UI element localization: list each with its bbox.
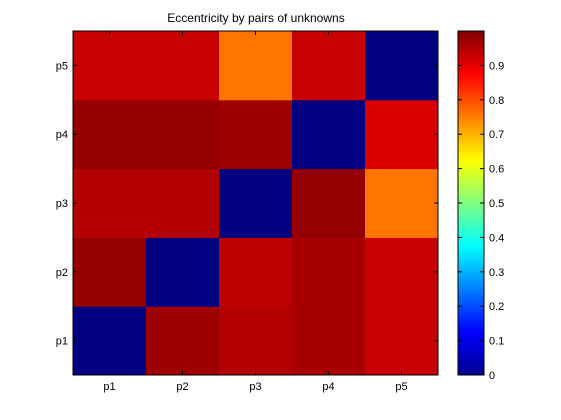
- heatmap-cell-p4-p3: [219, 100, 293, 169]
- x-tick-label: p4: [322, 381, 334, 393]
- heatmap-cell-p1-p2: [146, 306, 220, 375]
- heatmap-cell-p3-p4: [292, 169, 366, 238]
- heatmap-cell-p3-p5: [365, 169, 439, 238]
- heatmap-cell-p2-p2: [146, 237, 220, 306]
- y-tick-label: p5: [56, 60, 68, 72]
- colorbar-tick-label: 0.3: [489, 267, 504, 279]
- colorbar-tick-label: 0.5: [489, 198, 504, 210]
- x-tick-label: p3: [249, 381, 261, 393]
- heatmap-cell-p4-p5: [365, 100, 439, 169]
- x-tick-label: p1: [103, 381, 115, 393]
- heatmap-cell-p1-p1: [73, 306, 147, 375]
- chart-title: Eccentricity by pairs of unknowns: [167, 11, 344, 25]
- heatmap-cell-p2-p5: [365, 237, 439, 306]
- heatmap-cells: [73, 31, 439, 376]
- x-tick-label: p5: [395, 381, 407, 393]
- y-tick-label: p2: [56, 267, 68, 279]
- heatmap-cell-p3-p1: [73, 169, 147, 238]
- heatmap-cell-p2-p3: [219, 237, 293, 306]
- colorbar-tick-label: 0.6: [489, 164, 504, 176]
- heatmap-cell-p1-p4: [292, 306, 366, 375]
- heatmap-cell-p3-p3: [219, 169, 293, 238]
- heatmap-cell-p2-p1: [73, 237, 147, 306]
- heatmap-cell-p2-p4: [292, 237, 366, 306]
- heatmap-cell-p5-p3: [219, 31, 293, 100]
- colorbar-tick-label: 0: [489, 370, 495, 382]
- y-tick-label: p1: [56, 336, 68, 348]
- colorbar-tick-label: 0.9: [489, 60, 504, 72]
- colorbar-tick-label: 0.8: [489, 95, 504, 107]
- heatmap-cell-p5-p2: [146, 31, 220, 100]
- heatmap-cell-p4-p1: [73, 100, 147, 169]
- heatmap-cell-p1-p5: [365, 306, 439, 375]
- colorbar-tick-label: 0.1: [489, 336, 504, 348]
- heatmap-cell-p1-p3: [219, 306, 293, 375]
- heatmap-cell-p5-p4: [292, 31, 366, 100]
- x-tick-label: p2: [176, 381, 188, 393]
- y-tick-label: p3: [56, 198, 68, 210]
- colorbar-tick-label: 0.7: [489, 129, 504, 141]
- heatmap-cell-p3-p2: [146, 169, 220, 238]
- colorbar-tick-label: 0.4: [489, 232, 504, 244]
- colorbar-tick-label: 0.2: [489, 301, 504, 313]
- heatmap-cell-p4-p2: [146, 100, 220, 169]
- heatmap-cell-p5-p1: [73, 31, 147, 100]
- y-tick-label: p4: [56, 129, 68, 141]
- heatmap-cell-p4-p4: [292, 100, 366, 169]
- heatmap-cell-p5-p5: [365, 31, 439, 100]
